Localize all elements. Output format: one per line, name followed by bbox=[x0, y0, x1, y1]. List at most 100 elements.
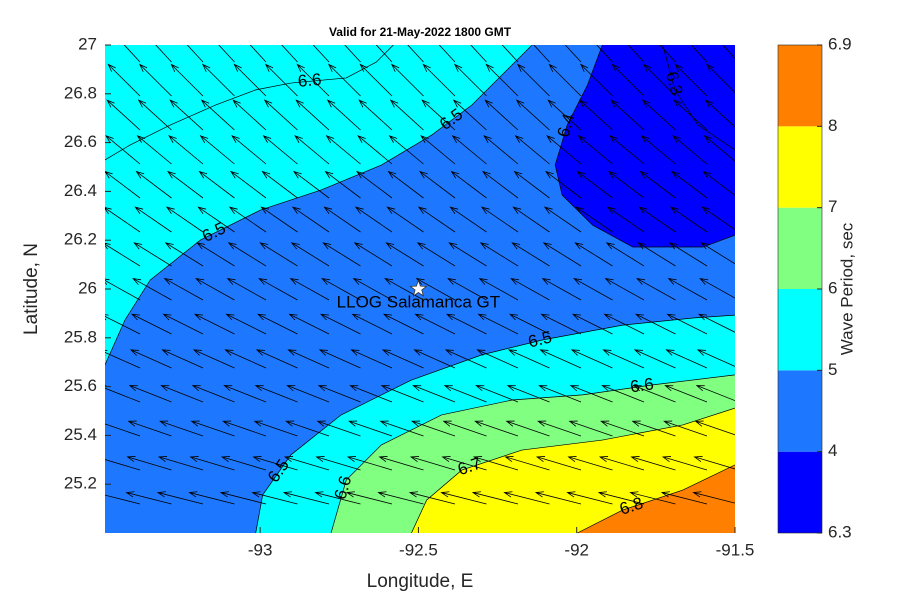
contour-line bbox=[105, 45, 533, 366]
wave-arrow bbox=[218, 45, 235, 63]
wave-arrow bbox=[408, 491, 456, 505]
wave-arrow bbox=[325, 135, 361, 165]
wave-arrow bbox=[574, 242, 613, 267]
wave-arrow bbox=[514, 135, 550, 165]
wave-arrow bbox=[702, 170, 735, 196]
wave-arrow bbox=[265, 63, 298, 97]
wave-arrow bbox=[324, 170, 361, 199]
wave-arrow bbox=[447, 277, 487, 301]
wave-arrow bbox=[391, 63, 424, 97]
wave-arrow bbox=[199, 135, 235, 165]
wave-arrow bbox=[387, 170, 424, 199]
wave-arrow bbox=[609, 135, 645, 165]
wave-arrow bbox=[632, 385, 676, 403]
wave-arrow bbox=[611, 63, 645, 97]
wave-arrow bbox=[230, 170, 267, 199]
wave-arrow bbox=[660, 491, 708, 505]
wave-arrow bbox=[233, 63, 267, 97]
wave-arrow bbox=[296, 63, 330, 97]
wave-arrow bbox=[156, 491, 204, 505]
wave-arrow bbox=[663, 420, 708, 437]
wave-arrow bbox=[513, 170, 550, 199]
wave-arrow bbox=[157, 456, 204, 471]
wave-arrow bbox=[485, 63, 519, 97]
wave-arrow bbox=[384, 277, 424, 301]
wave-arrow bbox=[637, 242, 676, 267]
wave-arrow bbox=[631, 420, 676, 437]
wave-arrow bbox=[667, 277, 708, 301]
wave-arrow bbox=[598, 456, 645, 471]
wave-arrow bbox=[543, 206, 582, 233]
wave-arrow bbox=[596, 45, 613, 63]
x-axis-label: Longitude, E bbox=[367, 571, 474, 592]
wave-arrow bbox=[602, 349, 645, 369]
wave-arrow bbox=[444, 349, 487, 369]
wave-arrow bbox=[573, 277, 613, 301]
wave-arrow bbox=[541, 277, 582, 301]
contour-label: 6.6 bbox=[629, 374, 655, 396]
wave-arrow bbox=[641, 99, 676, 131]
wave-arrow bbox=[580, 63, 613, 97]
wave-arrow bbox=[228, 206, 267, 233]
wave-arrow bbox=[165, 206, 204, 233]
plot-area: 6.66.56.56.46.36.56.56.66.66.76.8 bbox=[105, 45, 735, 533]
wave-arrow bbox=[262, 135, 298, 165]
wave-arrow bbox=[130, 313, 172, 335]
wave-arrow bbox=[161, 349, 204, 369]
wave-arrow bbox=[326, 99, 361, 131]
wave-arrow bbox=[312, 45, 330, 63]
wave-arrow bbox=[379, 420, 424, 437]
wave-arrow bbox=[287, 349, 330, 369]
wave-arrow bbox=[163, 277, 204, 301]
wave-arrow bbox=[704, 99, 735, 128]
wave-arrow bbox=[567, 456, 613, 471]
wave-arrow bbox=[132, 277, 172, 301]
wave-arrow bbox=[414, 313, 456, 335]
wave-arrow bbox=[105, 314, 141, 335]
x-tick-label: -92.5 bbox=[399, 540, 438, 559]
wave-arrow bbox=[319, 313, 361, 335]
wave-arrow bbox=[542, 242, 582, 267]
wave-arrow bbox=[356, 170, 393, 199]
wave-arrow bbox=[260, 206, 298, 233]
wave-arrow bbox=[128, 385, 172, 403]
wave-arrow bbox=[608, 170, 645, 199]
wave-arrow bbox=[452, 99, 487, 131]
wave-arrow bbox=[162, 313, 204, 335]
wave-arrow bbox=[192, 349, 235, 369]
wave-arrow bbox=[508, 313, 550, 335]
wave-arrow bbox=[470, 45, 487, 63]
wave-arrow bbox=[358, 99, 393, 131]
wave-arrow bbox=[252, 456, 298, 471]
wave-arrow bbox=[690, 45, 708, 63]
wave-arrow bbox=[597, 491, 645, 505]
contour-line bbox=[411, 407, 735, 533]
wave-arrow bbox=[571, 313, 613, 335]
wave-arrow bbox=[223, 385, 267, 403]
wave-arrow bbox=[344, 45, 361, 63]
wave-arrow bbox=[348, 420, 393, 437]
wave-arrow bbox=[357, 135, 393, 165]
colorbar-label: Wave Period, sec bbox=[837, 222, 856, 355]
y-tick-label: 25.4 bbox=[64, 425, 97, 444]
wave-arrow bbox=[226, 277, 267, 301]
wave-arrow bbox=[139, 63, 172, 97]
wave-arrow bbox=[290, 242, 330, 267]
wave-arrow bbox=[443, 385, 487, 403]
wave-arrow bbox=[413, 349, 456, 369]
wave-arrow bbox=[540, 313, 582, 335]
wave-arrow bbox=[694, 420, 735, 436]
wave-arrow bbox=[412, 385, 456, 403]
contour-line bbox=[255, 314, 735, 533]
wave-arrow bbox=[510, 277, 550, 301]
wave-arrow bbox=[664, 385, 708, 403]
wave-arrow bbox=[382, 313, 424, 335]
wave-arrow bbox=[517, 63, 550, 97]
wave-arrow bbox=[575, 206, 613, 233]
wave-arrow bbox=[476, 349, 519, 369]
wave-arrow bbox=[533, 45, 550, 63]
wave-arrow bbox=[136, 135, 172, 165]
wave-arrow bbox=[546, 135, 582, 165]
wave-arrow bbox=[674, 63, 708, 97]
